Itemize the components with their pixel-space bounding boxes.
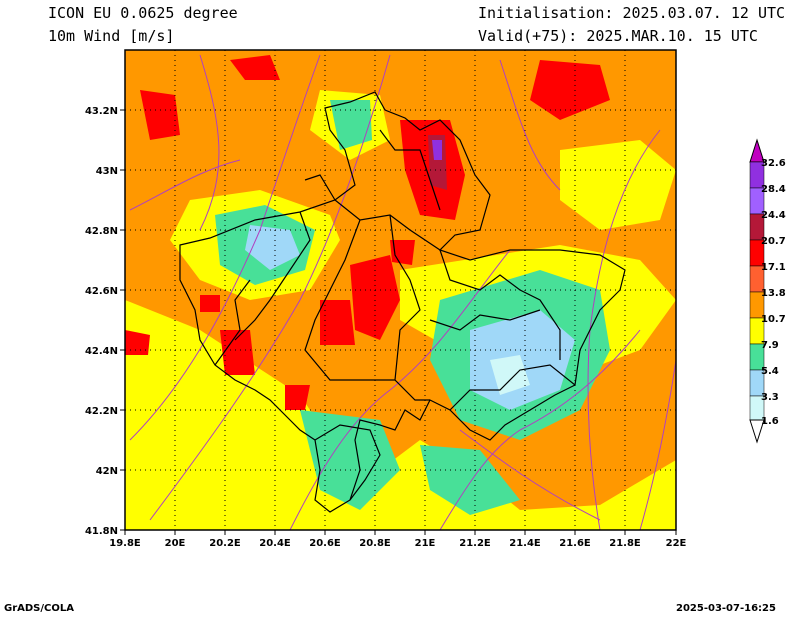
x-tick-label: 22E [666,538,687,549]
y-tick-label: 42.4N [85,346,118,357]
x-tick-label: 21.4E [509,538,541,549]
render-timestamp: 2025-03-07-16:25 [676,603,776,614]
colorbar-label: 5.4 [761,366,779,377]
y-tick-label: 42.2N [85,406,118,417]
y-tick-label: 41.8N [85,526,118,537]
x-tick-label: 20.8E [359,538,391,549]
y-tick-label: 42.6N [85,286,118,297]
y-axis-labels: 43.2N 43N 42.8N 42.6N 42.4N 42.2N 42N 41… [85,106,118,537]
y-tick-label: 43.2N [85,106,118,117]
colorbar-bottom-arrow [749,419,765,444]
x-tick-label: 20.2E [209,538,241,549]
init-time: Initialisation: 2025.03.07. 12 UTC [478,4,786,22]
axis-ticks [120,109,677,535]
variable-title: 10m Wind [m/s] [48,27,175,45]
gridlines [125,50,676,530]
x-tick-label: 21.6E [559,538,591,549]
colorbar-label: 3.3 [761,392,779,403]
colorbar: 32.6 28.4 24.4 20.7 17.1 13.8 10.7 7.9 5… [749,138,786,444]
x-axis-labels: 19.8E 20E 20.2E 20.4E 20.6E 20.8E 21E 21… [109,538,686,549]
colorbar-label: 24.4 [761,210,786,221]
y-tick-label: 42.8N [85,226,118,237]
colorbar-label: 7.9 [761,340,779,351]
x-tick-label: 21.2E [459,538,491,549]
colorbar-label: 28.4 [761,184,786,195]
x-tick-label: 19.8E [109,538,141,549]
y-tick-label: 42N [96,466,118,477]
software-credit: GrADS/COLA [4,603,74,614]
borders [179,91,626,513]
x-tick-label: 20.6E [309,538,341,549]
x-tick-label: 20E [165,538,186,549]
colorbar-label: 20.7 [761,236,786,247]
colorbar-label: 1.6 [761,416,779,427]
y-tick-label: 43N [96,166,118,177]
x-tick-label: 21.8E [609,538,641,549]
colorbar-label: 32.6 [761,158,786,169]
x-tick-label: 20.4E [259,538,291,549]
colorbar-label: 13.8 [761,288,786,299]
x-tick-label: 21E [415,538,436,549]
model-title: ICON EU 0.0625 degree [48,4,238,22]
colorbar-label: 10.7 [761,314,786,325]
valid-time: Valid(+75): 2025.MAR.10. 15 UTC [478,27,758,45]
colorbar-label: 17.1 [761,262,786,273]
